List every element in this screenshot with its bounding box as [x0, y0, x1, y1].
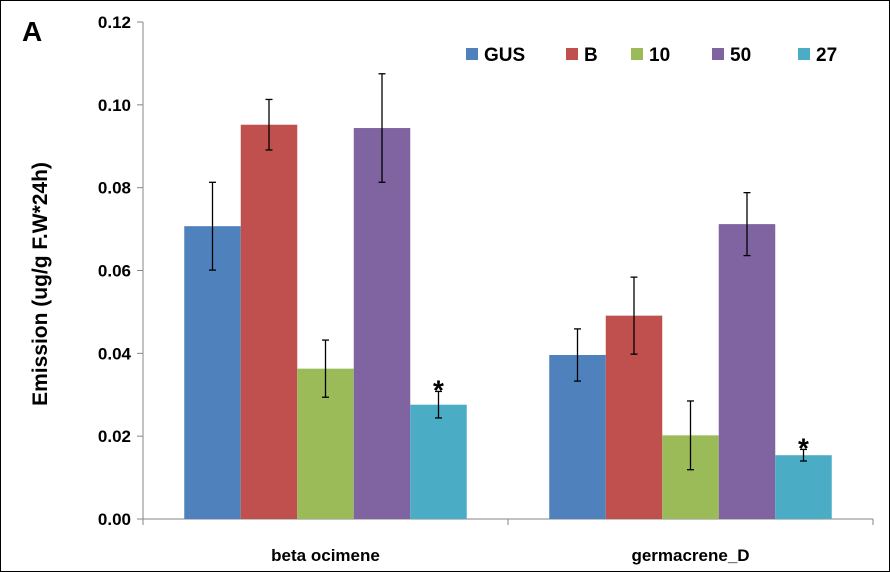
legend-swatch-GUS	[466, 48, 478, 60]
bar-GUS-1	[549, 354, 606, 519]
legend-swatch-10	[631, 48, 643, 60]
x-category-label: germacrene_D	[631, 546, 749, 565]
y-tick-label: 0.00	[98, 510, 131, 529]
bar-B-0	[240, 124, 298, 520]
y-tick-label: 0.02	[98, 427, 131, 446]
legend-label-GUS: GUS	[484, 45, 525, 66]
bar-50-0	[353, 128, 411, 519]
legend-label-50: 50	[730, 45, 751, 66]
legend-label-10: 10	[649, 45, 670, 66]
significance-marker: *	[798, 432, 809, 463]
axes: 0.00 0.02 0.04 0.06 0.08 0.10 0.12 beta ocimene…	[98, 13, 874, 565]
legend-swatch-27	[798, 48, 810, 60]
bar-27-0	[410, 404, 467, 519]
error-bars	[209, 73, 807, 471]
y-tick-label: 0.04	[98, 344, 132, 363]
y-tick-label: 0.06	[98, 262, 131, 281]
y-tick-label: 0.10	[98, 96, 131, 115]
y-tick-label: 0.12	[98, 13, 131, 32]
legend: GUS B 10 50 27	[466, 45, 837, 66]
bar-GUS-0	[184, 226, 241, 519]
legend-label-B: B	[584, 45, 598, 66]
bar-27-1	[775, 455, 832, 519]
bar-50-1	[718, 224, 776, 519]
panel-label: A	[22, 16, 42, 47]
legend-label-27: 27	[816, 45, 837, 66]
y-axis-title: Emission (ug/g F.W*24h)	[29, 162, 52, 406]
x-category-label: beta ocimene	[271, 546, 380, 565]
y-tick-label: 0.08	[98, 179, 131, 198]
significance-marker: *	[433, 374, 444, 405]
legend-swatch-50	[712, 48, 724, 60]
legend-swatch-B	[566, 48, 578, 60]
annotations: **	[433, 374, 809, 463]
bars	[184, 124, 832, 520]
